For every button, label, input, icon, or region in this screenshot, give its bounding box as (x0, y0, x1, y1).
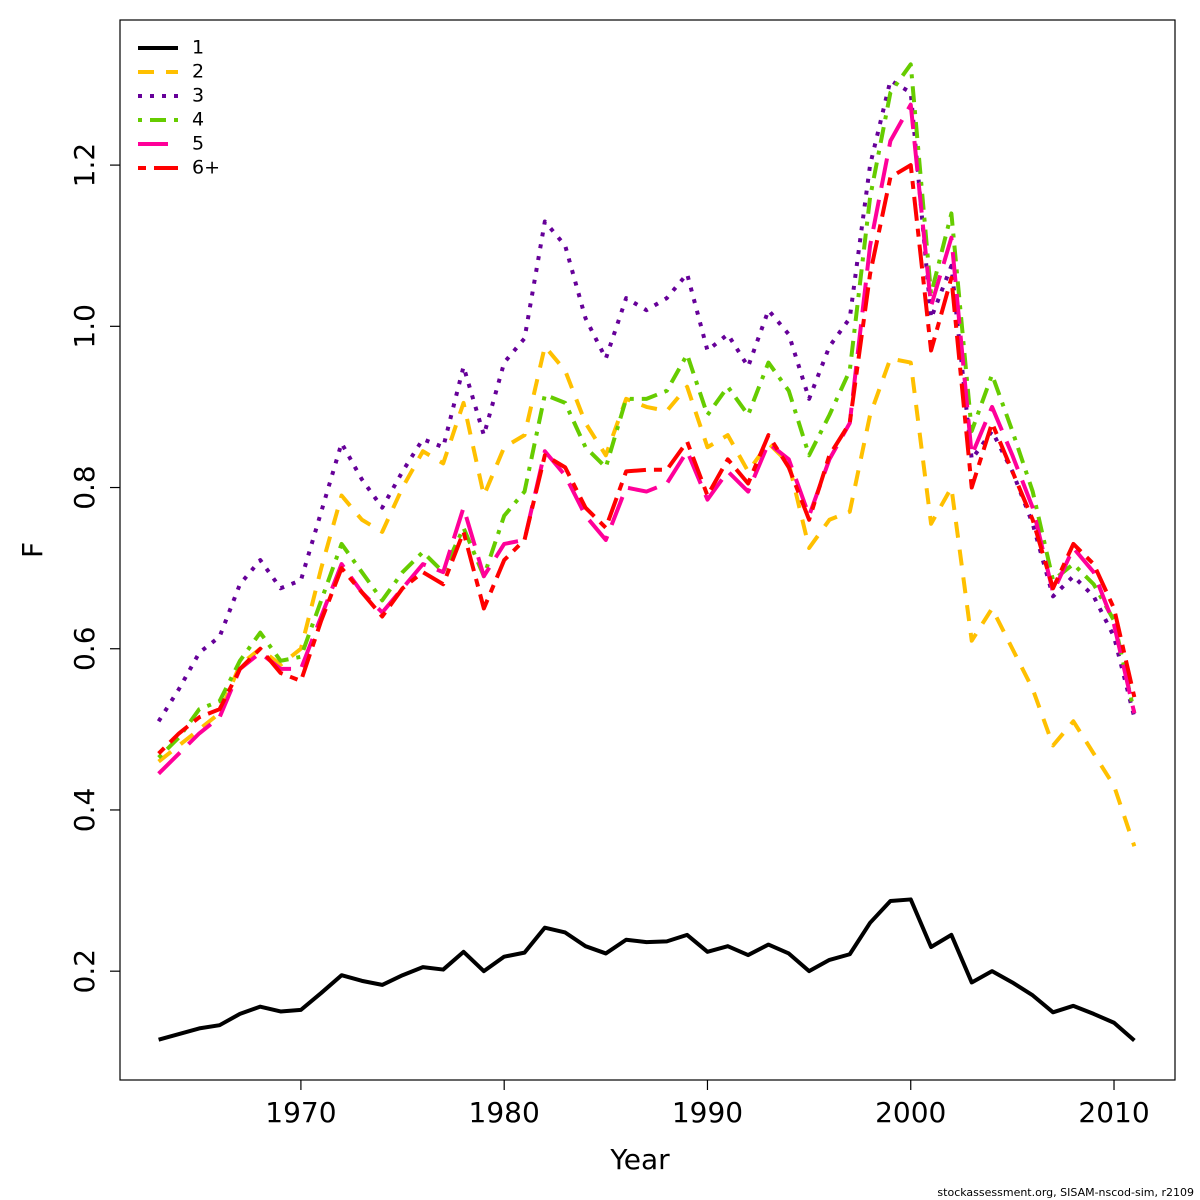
legend-label: 2 (192, 61, 204, 83)
series-line (157, 62, 1137, 759)
legend-label: 5 (192, 133, 204, 155)
legend-label: 1 (192, 37, 204, 59)
x-tick-label: 1990 (672, 1096, 743, 1129)
y-tick-label: 0.8 (68, 465, 101, 510)
legend-label: 4 (192, 109, 204, 131)
series-line (156, 78, 1137, 723)
series-line (157, 344, 1137, 847)
y-tick-label: 0.6 (68, 626, 101, 671)
plot-frame (119, 19, 1176, 1081)
legend-label: 6+ (192, 157, 220, 179)
y-tick-label: 1.0 (68, 304, 101, 349)
y-axis-label: F (16, 542, 49, 558)
x-tick-label: 2000 (875, 1096, 946, 1129)
x-tick-label: 1970 (265, 1096, 336, 1129)
series-line (157, 163, 1137, 755)
x-tick-label: 1980 (469, 1096, 540, 1129)
x-tick-label: 2010 (1078, 1096, 1149, 1129)
y-tick-label: 0.4 (68, 788, 101, 833)
y-tick-label: 0.2 (68, 949, 101, 994)
y-tick-label: 1.2 (68, 143, 101, 188)
x-axis-label: Year (609, 1143, 670, 1176)
legend-label: 3 (192, 85, 204, 107)
footer: stockassessment.org, SISAM-nscod-sim, r2… (937, 1186, 1194, 1199)
series-line (158, 897, 1136, 1043)
